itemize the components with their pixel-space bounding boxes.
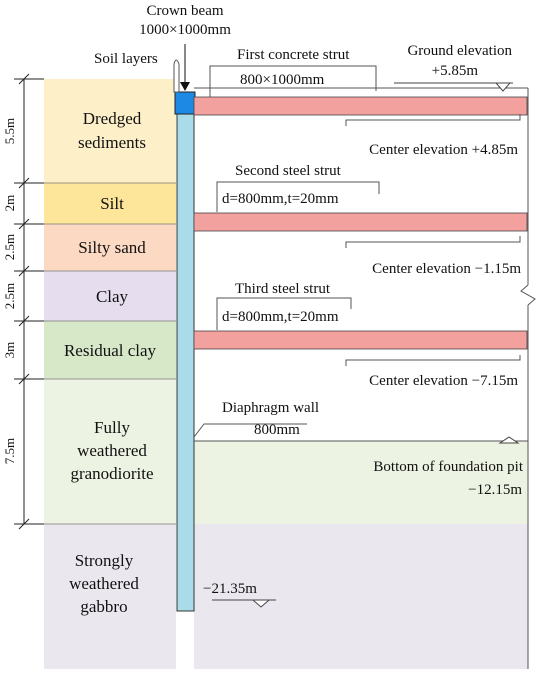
strut-second [193, 212, 528, 232]
thickness-dimension [14, 73, 44, 530]
wall-bottom-value: −21.35m [203, 581, 257, 597]
ground-triangle-icon [494, 82, 512, 92]
soil-name-fully-3: granodiorite [70, 464, 153, 483]
center-elevation-brackets [345, 114, 521, 366]
soil-band-clay [44, 271, 176, 321]
thickness-label-2: 2m [2, 195, 17, 212]
wall-size: 800mm [254, 422, 300, 438]
strut-second-size: d=800mm,t=20mm [222, 191, 339, 207]
crown-beam [174, 91, 196, 115]
strut-third [193, 330, 528, 350]
pit-bottom-label: Bottom of foundation pit [373, 459, 523, 475]
soil-layers-title: Soil layers [94, 51, 158, 67]
strut-second-title: Second steel strut [235, 163, 342, 179]
soil-band-residual-clay [44, 321, 176, 379]
soil-band-dredged [44, 79, 176, 183]
soil-name-silty-sand: Silty sand [78, 238, 146, 257]
strut-leaders [209, 65, 380, 330]
pit-bottom-value: −12.15m [468, 482, 522, 498]
strut-first-title: First concrete strut [237, 47, 350, 63]
diaphragm-wall [176, 94, 195, 612]
crown-beam-size: 1000×1000mm [139, 22, 231, 38]
thickness-label-5: 3m [2, 342, 17, 359]
strut-second-center: Center elevation −1.15m [372, 261, 521, 277]
soil-name-residual-clay: Residual clay [64, 341, 157, 360]
soil-name-fully-1: Fully [94, 418, 130, 437]
wall-leader [193, 423, 307, 438]
soil-name-fully-2: weathered [77, 441, 147, 460]
wall-label: Diaphragm wall [222, 400, 319, 416]
strut-first [193, 96, 528, 116]
soil-layers-marker [173, 59, 180, 93]
deep-zone-soil [194, 524, 528, 669]
ground-elevation-label: Ground elevation [407, 43, 512, 59]
strut-third-size: d=800mm,t=20mm [222, 309, 339, 325]
right-boundary [520, 88, 536, 669]
soil-name-dredged-1: Dredged [83, 109, 142, 128]
thickness-label-1: 5.5m [2, 118, 17, 144]
soil-layer-boundaries [44, 182, 176, 525]
crown-beam-arrow [180, 44, 190, 91]
strut-third-title: Third steel strut [235, 281, 331, 297]
soil-layer-bands [44, 79, 176, 669]
strut-first-size: 800×1000mm [240, 72, 325, 88]
soil-name-strongly-3: gabbro [80, 597, 127, 616]
pit-zone-soil [194, 441, 528, 524]
soil-name-dredged-2: sediments [78, 133, 146, 152]
soil-band-strongly-weathered [44, 524, 176, 669]
thickness-label-6: 7.5m [2, 438, 17, 464]
soil-name-strongly-1: Strongly [75, 551, 134, 570]
soil-name-strongly-2: weathered [69, 574, 139, 593]
ground-elevation-value: +5.85m [432, 63, 479, 79]
strut-third-center: Center elevation −7.15m [369, 373, 518, 389]
crown-beam-title: Crown beam [146, 3, 223, 19]
thickness-label-4: 2.5m [2, 283, 17, 309]
elevation-markers [251, 82, 520, 608]
soil-name-silt: Silt [100, 194, 124, 213]
strut-first-center: Center elevation +4.85m [369, 142, 518, 158]
soil-band-silty-sand [44, 224, 176, 271]
thickness-label-3: 2.5m [2, 234, 17, 260]
soil-band-silt [44, 183, 176, 224]
pit-triangle-icon [498, 436, 520, 444]
soil-name-clay: Clay [96, 287, 129, 306]
soil-band-fully-weathered [44, 379, 176, 524]
